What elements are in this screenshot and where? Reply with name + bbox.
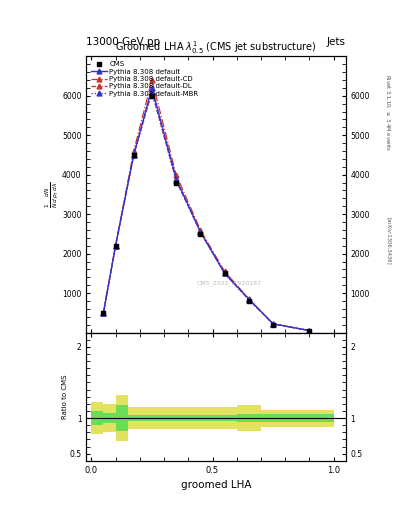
Line: Pythia 8.308 default-DL: Pythia 8.308 default-DL xyxy=(101,90,312,333)
Pythia 8.308 default-MBR xyxy=(222,270,227,276)
CMS xyxy=(173,179,179,187)
Y-axis label: $\frac{1}{N}\frac{dN}{d\,p_{T}\,d\lambda}$: $\frac{1}{N}\frac{dN}{d\,p_{T}\,d\lambda… xyxy=(44,181,61,208)
Text: CMS_2021_I1920187: CMS_2021_I1920187 xyxy=(196,280,262,286)
Pythia 8.308 default-CD xyxy=(222,268,227,274)
Title: Groomed LHA $\lambda^{1}_{0.5}$ (CMS jet substructure): Groomed LHA $\lambda^{1}_{0.5}$ (CMS jet… xyxy=(116,39,317,56)
Pythia 8.308 default-CD xyxy=(150,77,154,83)
X-axis label: groomed LHA: groomed LHA xyxy=(181,480,252,490)
Pythia 8.308 default xyxy=(131,152,136,158)
Pythia 8.308 default-DL xyxy=(222,270,227,276)
Bar xyxy=(103,404,116,432)
Pythia 8.308 default-DL xyxy=(271,321,275,327)
Pythia 8.308 default-CD xyxy=(101,310,106,316)
Text: [arXiv:1306.3436]: [arXiv:1306.3436] xyxy=(386,217,391,265)
Text: Jets: Jets xyxy=(327,37,346,47)
Bar xyxy=(237,415,261,421)
Pythia 8.308 default-MBR xyxy=(113,243,118,249)
CMS xyxy=(100,309,107,317)
Bar xyxy=(213,407,237,430)
Pythia 8.308 default-CD xyxy=(131,148,136,154)
Pythia 8.308 default-CD xyxy=(271,321,275,327)
Bar xyxy=(140,415,164,421)
CMS xyxy=(222,269,228,278)
CMS xyxy=(112,242,119,250)
Pythia 8.308 default-DL xyxy=(101,310,106,316)
Bar xyxy=(188,415,213,421)
Line: Pythia 8.308 default-MBR: Pythia 8.308 default-MBR xyxy=(101,90,312,333)
Pythia 8.308 default xyxy=(150,85,154,91)
Bar xyxy=(261,415,334,421)
CMS xyxy=(246,297,252,305)
Pythia 8.308 default-MBR xyxy=(246,297,251,303)
Bar xyxy=(116,405,128,431)
Pythia 8.308 default xyxy=(113,243,118,249)
Pythia 8.308 default xyxy=(307,328,312,334)
Text: 13000 GeV pp: 13000 GeV pp xyxy=(86,37,161,47)
Pythia 8.308 default-CD xyxy=(246,296,251,302)
Bar xyxy=(91,411,103,425)
Pythia 8.308 default-MBR xyxy=(198,229,203,235)
Pythia 8.308 default-MBR xyxy=(174,178,178,184)
Pythia 8.308 default xyxy=(174,176,178,182)
CMS xyxy=(130,151,137,159)
Bar xyxy=(128,415,140,421)
Bar xyxy=(237,405,261,431)
Legend: CMS, Pythia 8.308 default, Pythia 8.308 default-CD, Pythia 8.308 default-DL, Pyt: CMS, Pythia 8.308 default, Pythia 8.308 … xyxy=(90,60,200,98)
Bar xyxy=(261,410,334,426)
CMS xyxy=(306,327,312,335)
Pythia 8.308 default xyxy=(271,321,275,327)
Line: Pythia 8.308 default-CD: Pythia 8.308 default-CD xyxy=(101,77,312,333)
Pythia 8.308 default xyxy=(222,270,227,276)
Bar xyxy=(213,415,237,421)
Pythia 8.308 default-MBR xyxy=(271,321,275,327)
Pythia 8.308 default-CD xyxy=(174,172,178,178)
Pythia 8.308 default-MBR xyxy=(101,310,106,316)
Bar xyxy=(164,415,188,421)
Pythia 8.308 default-DL xyxy=(150,89,154,95)
Bar xyxy=(116,395,128,441)
Pythia 8.308 default-DL xyxy=(307,328,312,334)
Pythia 8.308 default-DL xyxy=(246,297,251,303)
Bar xyxy=(91,402,103,434)
Pythia 8.308 default-MBR xyxy=(131,152,136,158)
Pythia 8.308 default xyxy=(101,310,106,316)
Y-axis label: Ratio to CMS: Ratio to CMS xyxy=(62,374,68,419)
Bar xyxy=(140,407,164,430)
Pythia 8.308 default-DL xyxy=(131,152,136,158)
Pythia 8.308 default-CD xyxy=(307,328,312,334)
CMS xyxy=(197,230,204,238)
Bar xyxy=(164,407,188,430)
Bar xyxy=(103,413,116,423)
Line: Pythia 8.308 default: Pythia 8.308 default xyxy=(101,86,312,333)
Pythia 8.308 default xyxy=(246,296,251,302)
Text: Rivet 3.1.10, $\geq$ 3.4M events: Rivet 3.1.10, $\geq$ 3.4M events xyxy=(384,74,391,151)
Pythia 8.308 default xyxy=(198,229,203,235)
Pythia 8.308 default-DL xyxy=(198,229,203,235)
Pythia 8.308 default-DL xyxy=(113,243,118,249)
Pythia 8.308 default-MBR xyxy=(307,328,312,334)
Pythia 8.308 default-MBR xyxy=(150,89,154,95)
Bar xyxy=(128,407,140,430)
CMS xyxy=(270,321,276,329)
Pythia 8.308 default-CD xyxy=(198,227,203,233)
Pythia 8.308 default-DL xyxy=(174,178,178,184)
CMS xyxy=(149,92,155,100)
Pythia 8.308 default-CD xyxy=(113,243,118,249)
Bar xyxy=(188,407,213,430)
